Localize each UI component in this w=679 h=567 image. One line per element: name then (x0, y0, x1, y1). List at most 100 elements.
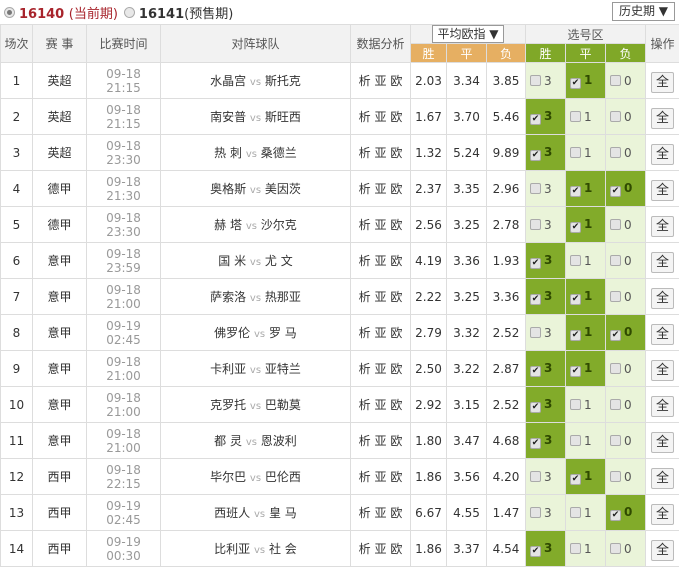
checkbox-icon[interactable] (610, 290, 622, 302)
checked-checkbox-icon[interactable]: ✔ (570, 77, 582, 89)
asian-odds-link[interactable]: 亚 (374, 434, 387, 448)
analysis-link[interactable]: 析 (358, 182, 371, 196)
checked-checkbox-icon[interactable]: ✔ (570, 365, 582, 377)
pick-draw[interactable]: ✔ 1 (565, 206, 607, 243)
home-team[interactable]: 卡利亚 (210, 362, 247, 376)
checkbox-icon[interactable] (530, 506, 542, 518)
home-team[interactable]: 萨索洛 (210, 290, 247, 304)
checkbox-icon[interactable] (610, 146, 622, 158)
euro-odds-link[interactable]: 欧 (390, 290, 403, 304)
pick-win[interactable]: 3 (525, 314, 567, 351)
pick-loss[interactable]: 0 (605, 278, 647, 315)
select-all-button[interactable]: 全 (651, 108, 675, 129)
pick-win[interactable]: ✔ 3 (525, 350, 567, 387)
checked-checkbox-icon[interactable]: ✔ (530, 545, 542, 557)
pick-loss[interactable]: ✔ 0 (605, 170, 647, 207)
euro-odds-link[interactable]: 欧 (390, 434, 403, 448)
pick-win[interactable]: 3 (525, 206, 567, 243)
checked-checkbox-icon[interactable]: ✔ (570, 293, 582, 305)
asian-odds-link[interactable]: 亚 (374, 326, 387, 340)
select-all-button[interactable]: 全 (651, 432, 675, 453)
pick-win[interactable]: ✔ 3 (525, 98, 567, 135)
pick-loss[interactable]: 0 (605, 62, 647, 99)
checked-checkbox-icon[interactable]: ✔ (530, 365, 542, 377)
checkbox-icon[interactable] (610, 542, 622, 554)
checkbox-icon[interactable] (610, 398, 622, 410)
analysis-link[interactable]: 析 (358, 542, 371, 556)
checkbox-icon[interactable] (530, 326, 542, 338)
asian-odds-link[interactable]: 亚 (374, 542, 387, 556)
select-all-button[interactable]: 全 (651, 468, 675, 489)
asian-odds-link[interactable]: 亚 (374, 110, 387, 124)
checkbox-icon[interactable] (610, 110, 622, 122)
asian-odds-link[interactable]: 亚 (374, 398, 387, 412)
current-issue-label[interactable]: 16140 (当前期) (19, 6, 118, 22)
checked-checkbox-icon[interactable]: ✔ (570, 329, 582, 341)
away-team[interactable]: 皇 马 (268, 506, 297, 520)
pick-draw[interactable]: 1 (565, 422, 607, 459)
checkbox-icon[interactable] (570, 434, 582, 446)
asian-odds-link[interactable]: 亚 (374, 506, 387, 520)
asian-odds-link[interactable]: 亚 (374, 470, 387, 484)
away-team[interactable]: 桑德兰 (260, 146, 297, 160)
asian-odds-link[interactable]: 亚 (374, 290, 387, 304)
home-team[interactable]: 水晶宫 (210, 74, 247, 88)
asian-odds-link[interactable]: 亚 (374, 362, 387, 376)
pick-draw[interactable]: 1 (565, 134, 607, 171)
checked-checkbox-icon[interactable]: ✔ (610, 509, 622, 521)
select-all-button[interactable]: 全 (651, 72, 675, 93)
home-team[interactable]: 西班人 (214, 506, 251, 520)
pick-loss[interactable]: 0 (605, 206, 647, 243)
select-all-button[interactable]: 全 (651, 396, 675, 417)
asian-odds-link[interactable]: 亚 (374, 218, 387, 232)
pick-loss[interactable]: 0 (605, 458, 647, 495)
away-team[interactable]: 尤 文 (264, 254, 293, 268)
home-team[interactable]: 奥格斯 (210, 182, 247, 196)
asian-odds-link[interactable]: 亚 (374, 254, 387, 268)
checkbox-icon[interactable] (610, 362, 622, 374)
pick-win[interactable]: ✔ 3 (525, 386, 567, 423)
home-team[interactable]: 国 米 (218, 254, 247, 268)
checkbox-icon[interactable] (610, 218, 622, 230)
away-team[interactable]: 斯旺西 (264, 110, 301, 124)
euro-odds-link[interactable]: 欧 (390, 398, 403, 412)
checkbox-icon[interactable] (570, 398, 582, 410)
pick-draw[interactable]: 1 (565, 98, 607, 135)
analysis-link[interactable]: 析 (358, 290, 371, 304)
home-team[interactable]: 赫 塔 (214, 218, 242, 232)
euro-odds-link[interactable]: 欧 (390, 326, 403, 340)
analysis-link[interactable]: 析 (358, 362, 371, 376)
select-all-button[interactable]: 全 (651, 360, 675, 381)
euro-odds-link[interactable]: 欧 (390, 506, 403, 520)
checkbox-icon[interactable] (530, 182, 542, 194)
pick-win[interactable]: 3 (525, 458, 567, 495)
home-team[interactable]: 南安普 (210, 110, 247, 124)
select-all-button[interactable]: 全 (651, 252, 675, 273)
pick-draw[interactable]: ✔ 1 (565, 350, 607, 387)
select-all-button[interactable]: 全 (651, 288, 675, 309)
checked-checkbox-icon[interactable]: ✔ (530, 257, 542, 269)
euro-odds-link[interactable]: 欧 (390, 254, 403, 268)
checkbox-icon[interactable] (570, 110, 582, 122)
euro-odds-link[interactable]: 欧 (390, 182, 403, 196)
asian-odds-link[interactable]: 亚 (374, 74, 387, 88)
pick-win[interactable]: ✔ 3 (525, 134, 567, 171)
checked-checkbox-icon[interactable]: ✔ (610, 185, 622, 197)
analysis-link[interactable]: 析 (358, 326, 371, 340)
away-team[interactable]: 巴伦西 (264, 470, 301, 484)
home-team[interactable]: 毕尔巴 (210, 470, 247, 484)
checkbox-icon[interactable] (570, 254, 582, 266)
pick-win[interactable]: 3 (525, 170, 567, 207)
pick-win[interactable]: 3 (525, 62, 567, 99)
home-team[interactable]: 比利亚 (214, 542, 251, 556)
pick-loss[interactable]: 0 (605, 422, 647, 459)
euro-odds-link[interactable]: 欧 (390, 218, 403, 232)
current-issue-radio[interactable] (4, 6, 15, 18)
checkbox-icon[interactable] (530, 218, 542, 230)
checkbox-icon[interactable] (570, 146, 582, 158)
analysis-link[interactable]: 析 (358, 110, 371, 124)
euro-odds-link[interactable]: 欧 (390, 542, 403, 556)
pick-loss[interactable]: ✔ 0 (605, 494, 647, 531)
away-team[interactable]: 罗 马 (268, 326, 297, 340)
euro-odds-link[interactable]: 欧 (390, 470, 403, 484)
